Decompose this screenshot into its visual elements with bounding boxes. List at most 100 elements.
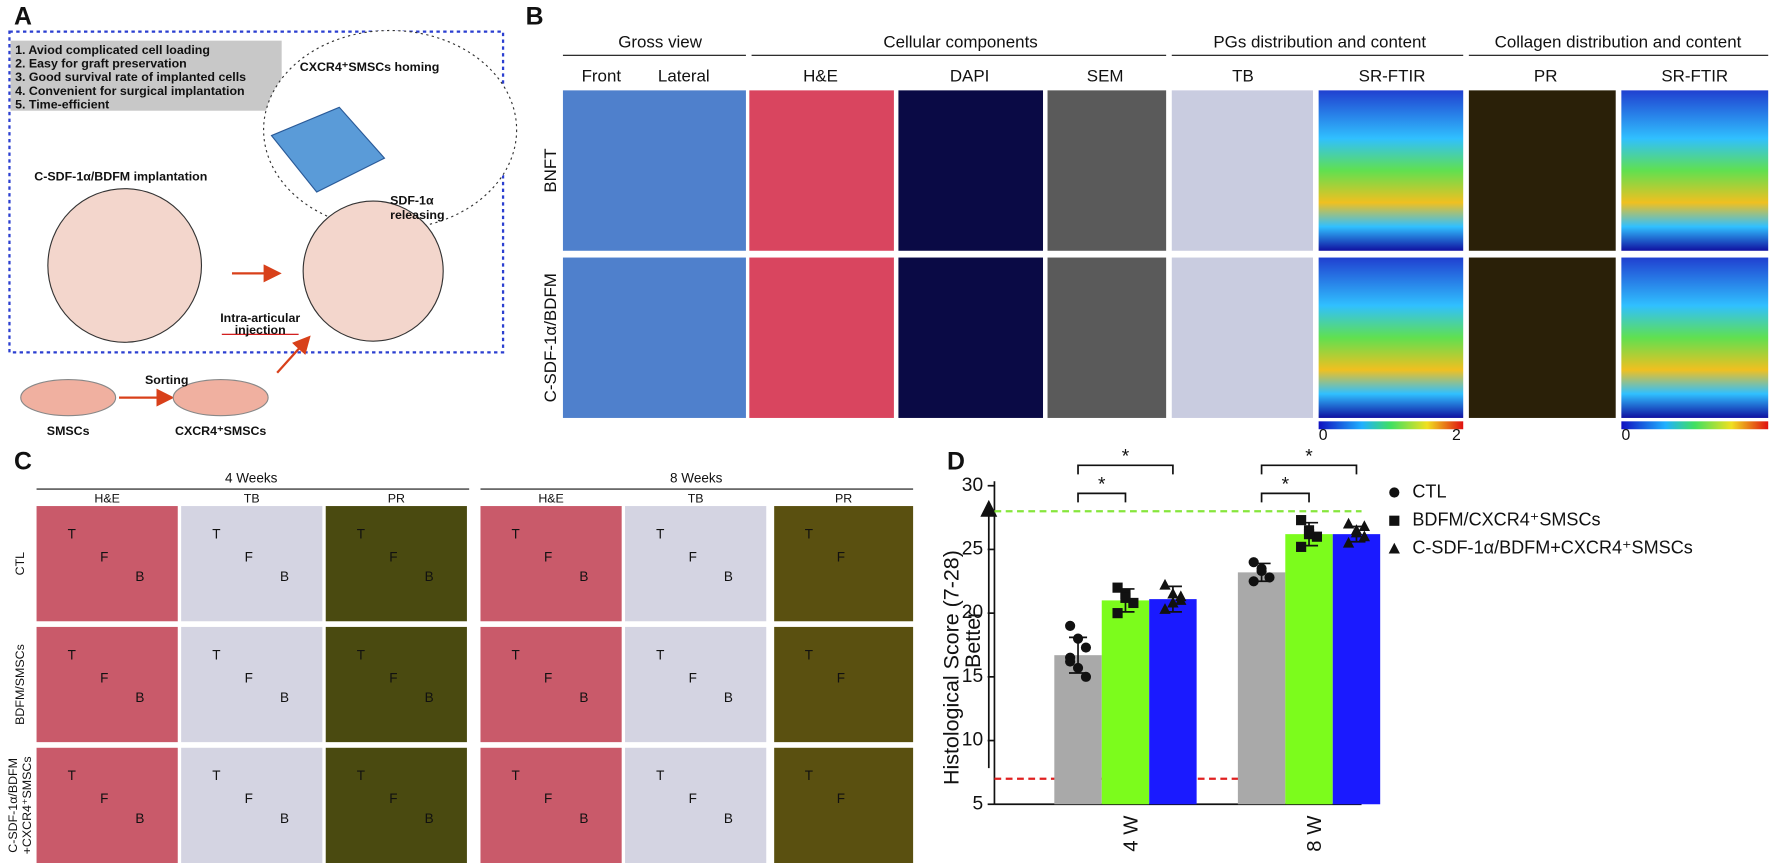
implant-circle	[47, 188, 203, 343]
region-letter: T	[512, 768, 520, 783]
data-point	[1120, 592, 1131, 603]
region-letter: T	[512, 647, 520, 662]
region-letter: T	[357, 526, 365, 541]
micrograph	[562, 90, 746, 251]
data-point	[1080, 642, 1092, 653]
label: injection	[235, 323, 286, 337]
region-letter: T	[656, 526, 664, 541]
bar	[1054, 655, 1102, 805]
data-point	[1311, 531, 1323, 542]
data-point	[1358, 520, 1371, 532]
arrow	[276, 335, 311, 374]
region-letter: F	[689, 791, 697, 806]
region-letter: F	[389, 791, 397, 806]
column-header: H&E	[803, 66, 838, 85]
region-letter: F	[544, 670, 552, 685]
micrograph	[625, 626, 767, 743]
panel-label: C	[14, 449, 32, 476]
region-letter: B	[724, 811, 733, 826]
data-point	[1167, 587, 1179, 599]
column-header: Front	[582, 66, 622, 85]
region-letter: F	[100, 549, 108, 564]
data-point	[1342, 517, 1355, 529]
dish	[20, 378, 117, 417]
region-letter: F	[544, 791, 552, 806]
stain-header: TB	[688, 492, 704, 506]
significance-bracket	[1260, 464, 1358, 475]
dish	[172, 378, 269, 417]
advantage: 4. Convenient for surgical implantation	[15, 84, 245, 98]
row-label: +CXCR4⁺SMSCs	[20, 756, 34, 854]
stain-header: TB	[244, 492, 260, 506]
legend-marker	[1389, 515, 1400, 526]
region-letter: B	[425, 690, 434, 705]
advantage: 3. Good survival rate of implanted cells	[15, 70, 246, 84]
data-point	[1128, 597, 1139, 609]
panel-label: D	[947, 449, 965, 476]
significance-bracket	[1077, 492, 1127, 503]
region-letter: T	[656, 768, 664, 783]
micrograph	[325, 747, 467, 863]
region-letter: F	[689, 549, 697, 564]
region-letter: T	[357, 647, 365, 662]
data-point	[1159, 578, 1171, 590]
stain-header: PR	[835, 492, 852, 506]
advantage: 5. Time-efficient	[15, 97, 109, 111]
region-letter: F	[389, 549, 397, 564]
micrograph	[774, 506, 914, 622]
region-letter: F	[837, 791, 845, 806]
region-letter: B	[579, 569, 588, 584]
group-header: PGs distribution and content	[1213, 32, 1426, 51]
micrograph	[325, 506, 467, 622]
advantage-box	[10, 40, 282, 111]
colorbar-label: 2	[1452, 427, 1461, 444]
micrograph	[749, 90, 894, 251]
column-header: PR	[1534, 66, 1558, 85]
y-axis-note: Better	[961, 611, 985, 668]
colorbar-label: 0	[1319, 427, 1328, 444]
micrograph	[1468, 257, 1616, 418]
micrograph	[625, 506, 767, 622]
region-letter: B	[724, 569, 733, 584]
region-letter: B	[135, 690, 144, 705]
data-point	[1264, 572, 1275, 583]
region-letter: F	[837, 549, 845, 564]
x-tick-label: 8 W	[1304, 815, 1326, 852]
micrograph	[480, 747, 622, 863]
region-letter: T	[805, 526, 813, 541]
label: releasing	[390, 208, 444, 222]
data-point	[1065, 620, 1076, 631]
label: CXCR4⁺SMSCs homing	[300, 60, 440, 74]
significance-star: *	[1122, 447, 1130, 468]
micrograph	[1318, 257, 1464, 418]
region-letter: T	[805, 768, 813, 783]
legend-entry: CTL	[1412, 481, 1446, 501]
region-letter: B	[425, 811, 434, 826]
micrograph	[774, 747, 914, 863]
row-label: BDFM/SMSCs	[13, 644, 27, 725]
micrograph	[480, 626, 622, 743]
region-letter: F	[100, 791, 108, 806]
micrograph	[898, 90, 1044, 251]
stain-header: H&E	[94, 492, 120, 506]
column-header: SR-FTIR	[1359, 66, 1426, 85]
data-point	[1072, 662, 1084, 674]
bar	[1149, 599, 1197, 805]
row-label: C-SDF-1α/BDFM	[6, 758, 20, 853]
colorbar	[1621, 421, 1769, 430]
micrograph	[1468, 90, 1616, 251]
column-header: SEM	[1087, 66, 1124, 85]
region-letter: F	[837, 670, 845, 685]
injection-circle	[302, 200, 444, 342]
bar	[1237, 572, 1286, 805]
region-letter: T	[212, 526, 220, 541]
row-label: C-SDF-1α/BDFM	[541, 273, 560, 402]
micrograph	[480, 506, 622, 622]
region-letter: T	[805, 647, 813, 662]
region-letter: T	[512, 526, 520, 541]
column-header: Lateral	[658, 66, 710, 85]
legend-entry: C-SDF-1α/BDFM+CXCR4⁺SMSCs	[1412, 538, 1692, 558]
significance-star: *	[1305, 447, 1313, 468]
region-letter: B	[280, 811, 289, 826]
